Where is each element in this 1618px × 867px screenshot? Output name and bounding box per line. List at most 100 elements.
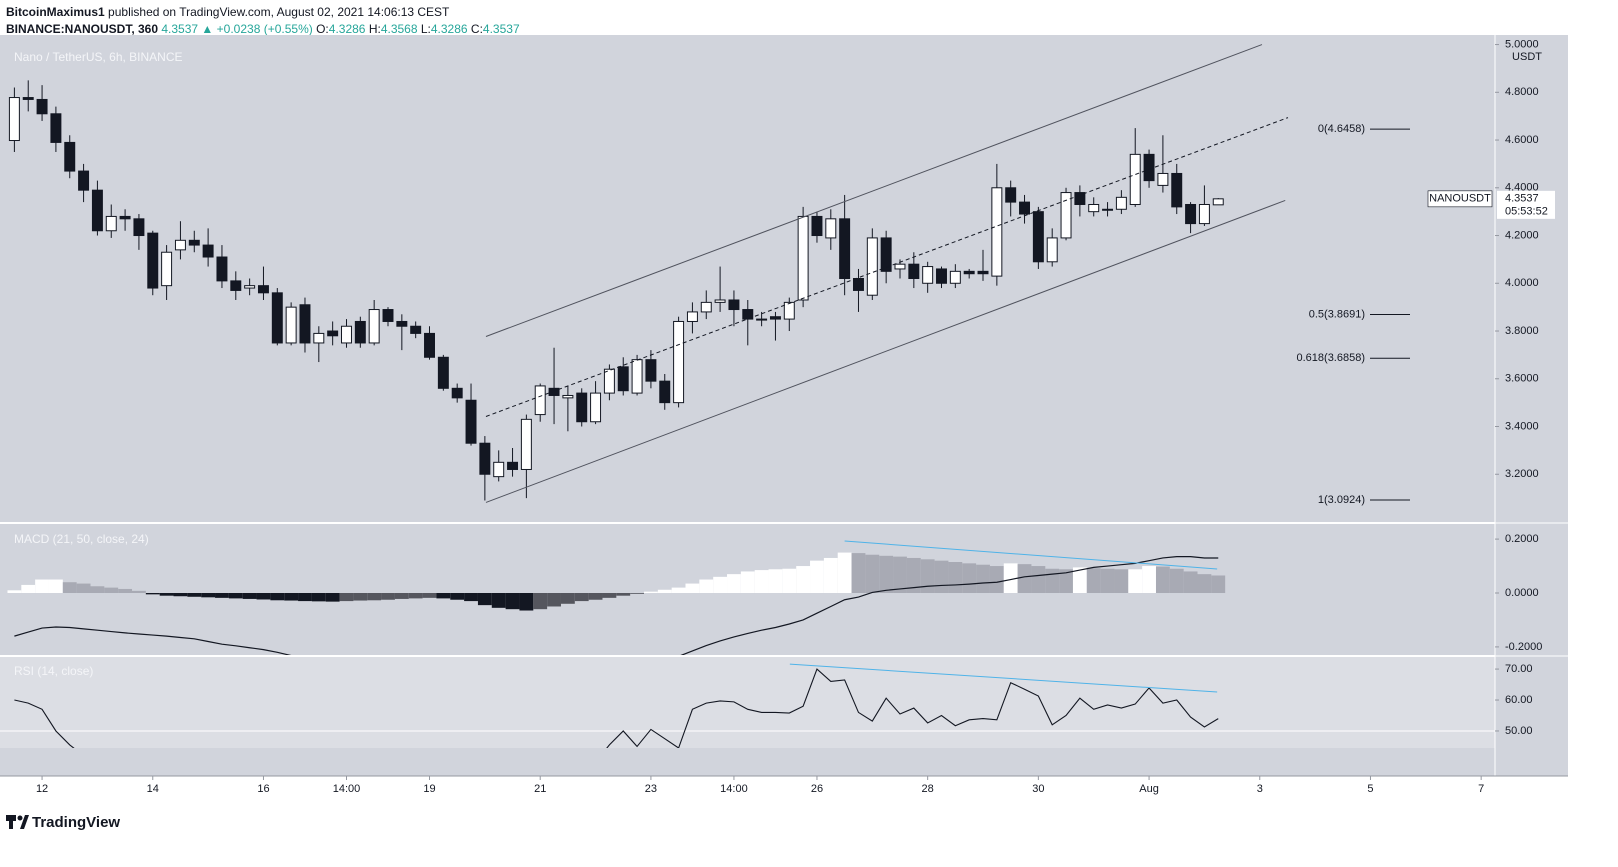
macd-histogram-bar xyxy=(810,560,824,594)
candle-body xyxy=(230,280,242,291)
candle-body xyxy=(603,368,615,394)
price-tag-countdown: 05:53:52 xyxy=(1505,206,1548,218)
x-tick-label: 28 xyxy=(922,783,934,795)
candle-body xyxy=(424,332,435,358)
macd-histogram-bar xyxy=(464,593,478,602)
macd-histogram-bar xyxy=(865,554,880,594)
candle-body xyxy=(64,141,76,172)
publish-line: BitcoinMaximus1 published on TradingView… xyxy=(6,4,520,21)
ohlc-label: L: xyxy=(420,22,431,36)
y-tick-label: 0.0000 xyxy=(1505,587,1539,599)
macd-histogram-bar xyxy=(602,593,617,598)
macd-histogram-bar xyxy=(948,562,963,594)
macd-histogram-bar xyxy=(48,579,63,594)
macd-histogram-bar xyxy=(671,587,686,594)
x-tick-label: 14 xyxy=(147,783,159,795)
candle-body xyxy=(36,98,48,115)
macd-histogram-bar xyxy=(159,593,174,596)
candle-body xyxy=(894,263,906,270)
macd-histogram-bar xyxy=(533,593,548,610)
candle-body xyxy=(202,244,214,258)
y-tick-label: 4.6000 xyxy=(1505,134,1539,146)
macd-histogram-bar xyxy=(311,593,326,602)
macd-histogram-bar xyxy=(796,566,811,594)
price-tag xyxy=(1497,190,1555,219)
x-tick-label: 14:00 xyxy=(333,783,361,795)
candle-body xyxy=(1019,201,1031,215)
macd-histogram-bar xyxy=(823,557,838,594)
last-price: 4.3537 xyxy=(161,22,199,36)
macd-histogram-bar xyxy=(1045,568,1060,594)
macd-histogram-bar xyxy=(1100,568,1115,594)
candle-body xyxy=(1115,196,1127,210)
candle-body xyxy=(1198,203,1210,225)
macd-histogram-bar xyxy=(76,583,91,594)
x-tick-label: 19 xyxy=(423,783,435,795)
y-tick-label: 60.00 xyxy=(1505,694,1533,706)
candle-body xyxy=(1088,203,1100,213)
x-tick-label: 30 xyxy=(1032,783,1044,795)
candle-body xyxy=(285,306,297,344)
candle-body xyxy=(520,418,532,470)
y-tick-label: 3.2000 xyxy=(1505,468,1539,480)
price-tag-value: 4.3537 xyxy=(1505,193,1539,205)
candle-body xyxy=(1171,172,1183,208)
macd-histogram-bar xyxy=(1003,563,1018,594)
x-tick-label: 26 xyxy=(811,783,823,795)
macd-histogram-bar xyxy=(1086,568,1101,594)
macd-histogram-bar xyxy=(270,593,285,601)
candle-body xyxy=(562,394,574,399)
macd-histogram-bar xyxy=(201,593,216,598)
x-tick-label: Aug xyxy=(1139,783,1159,795)
x-tick-label: 16 xyxy=(257,783,269,795)
macd-histogram-bar xyxy=(962,563,977,594)
fib-label: 0.618(3.6858) xyxy=(1297,352,1366,364)
x-tick-label: 7 xyxy=(1478,783,1484,795)
candle-body xyxy=(1143,153,1155,182)
macd-histogram-bar xyxy=(35,579,49,594)
macd-histogram-bar xyxy=(837,552,852,594)
candle-body xyxy=(216,256,228,282)
candle-body xyxy=(908,263,920,280)
macd-histogram-bar xyxy=(1169,568,1184,594)
ohlc-label: H: xyxy=(368,22,381,36)
candle-body xyxy=(991,187,1003,277)
macd-histogram-bar xyxy=(713,576,728,594)
up-arrow: ▲ xyxy=(201,22,214,36)
fib-label: 0(4.6458) xyxy=(1318,123,1365,135)
macd-histogram-bar xyxy=(104,587,119,594)
x-tick-label: 12 xyxy=(36,783,48,795)
macd-histogram-bar xyxy=(1017,564,1032,594)
fib-label: 1(3.0924) xyxy=(1318,494,1365,506)
y-tick-label: 70.00 xyxy=(1505,663,1533,675)
rsi-band xyxy=(0,657,1495,748)
candle-body xyxy=(963,270,975,275)
macd-histogram-bar xyxy=(284,593,299,601)
x-tick-label: 23 xyxy=(645,783,657,795)
macd-histogram-bar xyxy=(381,593,395,600)
candle-body xyxy=(645,359,657,382)
candle-body xyxy=(977,270,989,275)
candle-body xyxy=(673,320,685,404)
candle-body xyxy=(313,332,325,344)
ohlc-value: 4.3286 xyxy=(430,22,468,36)
macd-histogram-bar xyxy=(173,593,188,597)
candle-body xyxy=(631,359,643,394)
macd-histogram-bar xyxy=(408,593,423,599)
macd-histogram-bar xyxy=(215,593,229,598)
x-tick-label: 5 xyxy=(1367,783,1373,795)
symbol-tag-label: NANOUSDT xyxy=(1429,193,1491,205)
macd-histogram-bar xyxy=(145,593,160,595)
candle-body xyxy=(825,218,837,239)
candle-body xyxy=(617,366,629,392)
macd-histogram-bar xyxy=(298,593,312,602)
macd-histogram-bar xyxy=(1059,569,1073,594)
logo-part xyxy=(9,815,13,829)
candle-body xyxy=(714,299,726,303)
candle-body xyxy=(1046,237,1058,263)
candle-body xyxy=(949,270,961,284)
brand-logo: TradingView xyxy=(6,814,120,831)
macd-histogram-bar xyxy=(228,593,243,599)
candle-body xyxy=(257,285,269,294)
candle-body xyxy=(396,320,408,327)
